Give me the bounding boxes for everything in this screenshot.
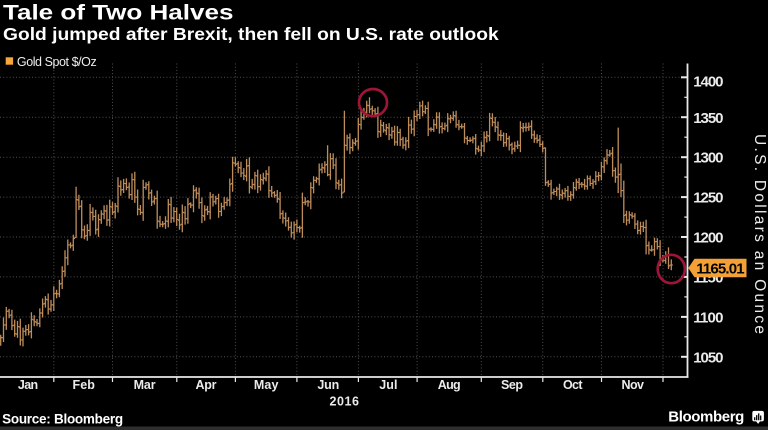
svg-text:1350: 1350 [693,110,723,127]
svg-text:1250: 1250 [693,190,723,207]
svg-text:Nov: Nov [622,378,645,392]
svg-text:1165.01: 1165.01 [696,261,744,278]
svg-text:Gold Spot $/Oz: Gold Spot $/Oz [17,55,97,69]
svg-text:Gold jumped after Brexit, then: Gold jumped after Brexit, then fell on U… [3,24,500,44]
svg-text:1300: 1300 [693,150,723,167]
svg-text:Source: Bloomberg: Source: Bloomberg [2,412,123,427]
svg-text:Jun: Jun [317,378,339,392]
svg-text:1050: 1050 [693,349,723,366]
svg-text:Mar: Mar [134,378,156,392]
svg-text:Tale of Two Halves: Tale of Two Halves [3,2,233,25]
svg-text:2016: 2016 [330,394,360,408]
svg-text:U.S. Dollars an Ounce: U.S. Dollars an Ounce [751,134,768,334]
svg-text:1100: 1100 [693,309,723,326]
svg-text:1400: 1400 [693,74,723,91]
svg-text:1200: 1200 [693,230,723,247]
svg-text:Feb: Feb [73,378,96,392]
svg-text:Bloomberg: Bloomberg [668,408,744,425]
svg-text:Oct: Oct [563,378,583,392]
svg-text:Jan: Jan [18,378,38,392]
svg-text:Sep: Sep [501,378,523,392]
svg-text:Apr: Apr [196,378,217,392]
svg-text:May: May [254,378,279,392]
svg-text:Aug: Aug [438,378,461,392]
svg-text:Jul: Jul [379,378,397,392]
